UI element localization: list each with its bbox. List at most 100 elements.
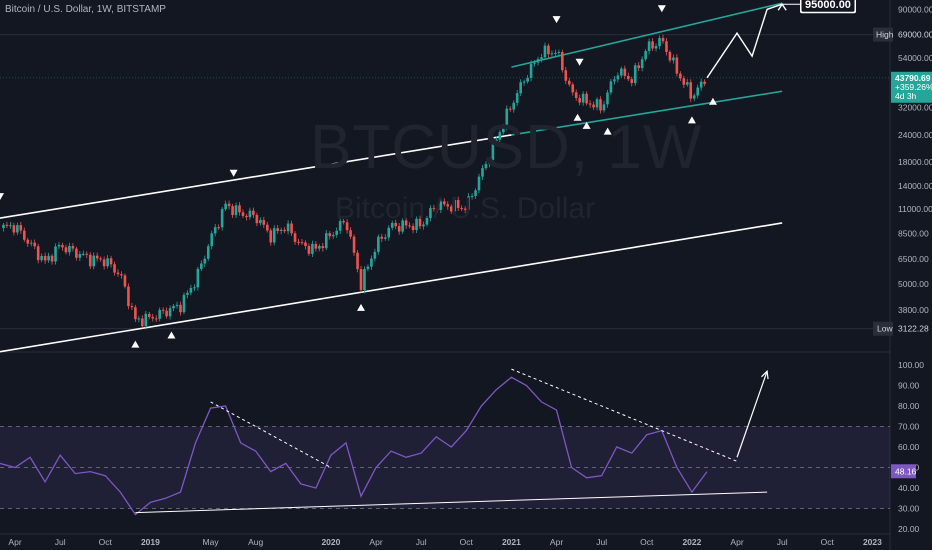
candle-body (137, 318, 141, 320)
candle-body (672, 57, 675, 61)
rsi-trendline-0 (210, 401, 332, 468)
candle-body (75, 248, 78, 258)
candle-body (373, 251, 377, 259)
candle-body (689, 82, 693, 99)
candle-body (2, 224, 5, 229)
price-tick-label: 5000.00 (898, 279, 929, 289)
down-marker (552, 16, 561, 24)
rsi-trendline-2 (135, 491, 768, 514)
time-tick-label: Aug (248, 537, 263, 547)
candle-body (279, 229, 283, 232)
candle-body (401, 220, 404, 232)
candle-body (665, 41, 668, 53)
time-tick-label: 2022 (682, 537, 701, 547)
candle-body (561, 52, 564, 71)
candle-body (432, 208, 436, 210)
candle-body (602, 104, 606, 111)
candle-body (304, 242, 307, 247)
candle-body (529, 63, 533, 78)
candle-body (647, 41, 651, 52)
low-tag-bg (873, 321, 893, 336)
candle-body (255, 214, 259, 224)
candle-body (463, 208, 467, 210)
axes-layer: 3800.00 5000.00 6500.00 8500.00 11000.00 1400… (8, 4, 932, 547)
candle-body (370, 258, 373, 267)
candle-body (519, 82, 522, 94)
candle-body (623, 68, 627, 76)
candle-body (147, 313, 151, 317)
candle-body (616, 75, 620, 80)
candle-body (477, 176, 481, 191)
candle-body (33, 242, 37, 247)
candle-body (574, 92, 578, 99)
candle-body (182, 294, 186, 313)
candle-body (102, 259, 106, 267)
candle-body (481, 168, 484, 177)
candle-body (408, 225, 411, 227)
rsi-arrowhead (761, 369, 769, 380)
candle-body (175, 304, 179, 306)
up-marker (167, 331, 176, 339)
projection-path (706, 3, 783, 79)
rsi-line (0, 376, 708, 516)
candle-body (36, 246, 40, 261)
candle-body (200, 263, 203, 269)
candle-body (661, 37, 665, 42)
candle-body (377, 236, 380, 252)
candle-body (585, 93, 588, 104)
candle-body (692, 95, 696, 99)
time-tick-label: Apr (550, 537, 563, 547)
candle-body (640, 59, 644, 69)
candle-body (213, 227, 217, 234)
candle-body (238, 205, 241, 213)
rsi-trendline-1 (511, 368, 738, 462)
candle-body (508, 108, 512, 110)
high-tag-label: High (876, 30, 894, 40)
price-tick-label: 11000.00 (898, 204, 932, 214)
candle-body (217, 227, 220, 229)
candle-body (411, 226, 415, 231)
candle-body (547, 45, 550, 55)
candle-body (224, 203, 227, 210)
candle-body (300, 242, 304, 244)
candle-body (307, 246, 311, 254)
candle-body (172, 305, 175, 309)
rsi-tick-label: 20.00 (898, 524, 920, 534)
time-tick-label: Jul (416, 537, 427, 547)
candle-body (682, 78, 686, 85)
candle-body (675, 57, 679, 74)
candle-body (474, 190, 477, 197)
candle-body (651, 41, 654, 49)
price-tick-label: 24000.00 (898, 130, 932, 140)
candle-body (168, 308, 172, 317)
time-tick-label: 2023 (863, 537, 882, 547)
candle-body (620, 68, 623, 76)
price-tick-label: 8500.00 (898, 229, 929, 239)
candle-body (61, 245, 64, 248)
candle-body (422, 224, 425, 227)
candle-body (64, 247, 68, 253)
candle-body (453, 199, 457, 212)
price-tick-label: 90000.00 (898, 4, 932, 14)
candle-body (495, 139, 498, 142)
candle-body (116, 272, 120, 275)
candle-body (342, 221, 345, 223)
rsi-tick-label: 60.00 (898, 442, 920, 452)
candle-body (293, 233, 297, 242)
candle-body (57, 245, 61, 247)
candle-body (210, 233, 214, 247)
rsi-value-label: 48.16 (895, 466, 917, 476)
candle-body (550, 53, 554, 55)
candle-body (54, 246, 57, 262)
candle-body (130, 306, 134, 308)
candle-body (252, 210, 255, 215)
candle-body (696, 87, 700, 96)
candle-body (443, 201, 446, 205)
candle-body (85, 253, 89, 255)
candle-body (158, 309, 161, 319)
candle-body (359, 269, 363, 291)
grid-layer (0, 0, 891, 550)
candle-body (231, 206, 234, 216)
candle-body (165, 310, 168, 317)
chart-title: Bitcoin / U.S. Dollar, 1W, BITSTAMP (5, 4, 166, 15)
